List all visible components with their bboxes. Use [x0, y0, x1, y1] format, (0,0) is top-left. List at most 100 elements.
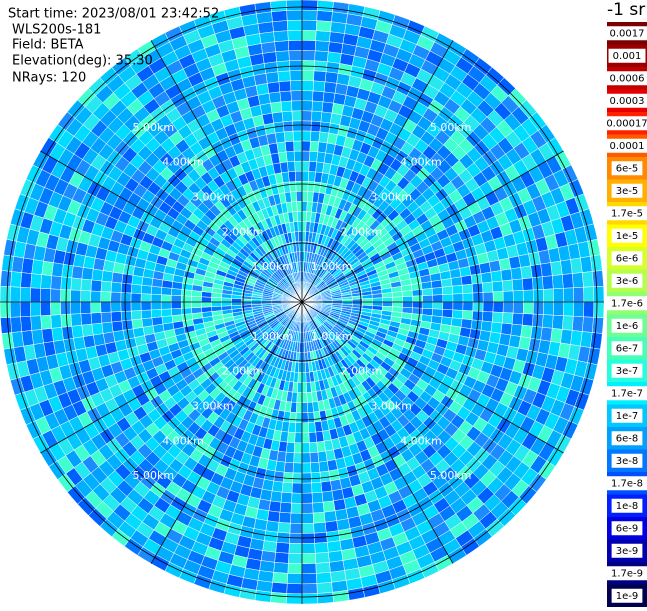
ray-gate	[481, 281, 494, 293]
ray-gate	[10, 316, 22, 333]
ray-gate	[51, 262, 64, 277]
ray-gate	[301, 50, 316, 61]
ray-gate	[301, 382, 307, 393]
ray-gate	[286, 573, 303, 585]
ray-gate	[90, 312, 103, 325]
ray-gate	[460, 274, 473, 286]
ray-gate	[317, 0, 334, 12]
ray-gate	[292, 120, 303, 132]
ray-gate	[301, 211, 307, 222]
ray-gate	[286, 583, 303, 595]
ray-gate	[282, 181, 291, 193]
ray-gate	[290, 512, 303, 524]
ray-gate	[532, 301, 544, 315]
ray-gate	[511, 312, 524, 326]
ray-gate	[292, 211, 299, 223]
ray-gate	[431, 279, 443, 289]
ray-gate	[297, 211, 303, 222]
ray-gate	[318, 460, 330, 473]
ray-gate	[283, 130, 294, 143]
ray-gate	[301, 170, 310, 182]
ray-gate	[314, 421, 323, 433]
ray-gate	[296, 392, 303, 403]
ray-gate	[171, 314, 183, 323]
ray-gate	[20, 272, 32, 289]
ray-gate	[288, 553, 303, 564]
ray-gate	[451, 284, 464, 295]
ray-gate	[293, 140, 303, 152]
ray-gate	[480, 271, 493, 284]
ray-gate	[285, 593, 303, 605]
ray-gate	[289, 181, 297, 193]
ray-gate	[301, 402, 309, 413]
range-label: 4.00km	[162, 434, 204, 447]
ray-gate	[301, 40, 316, 51]
ray-gate	[308, 431, 317, 443]
range-label: 2.00km	[222, 225, 264, 238]
ray-gate	[301, 502, 314, 514]
ray-gate	[315, 572, 332, 584]
ray-gate	[330, 478, 343, 492]
ray-gate	[314, 50, 329, 62]
ray-gate	[19, 286, 31, 303]
ray-gate	[268, 91, 282, 104]
ray-gate	[110, 301, 122, 313]
ray-gate	[309, 140, 320, 153]
ray-gate	[80, 312, 93, 326]
ray-gate	[281, 110, 293, 123]
ray-gate	[280, 491, 293, 504]
colorbar-label: 3e-7	[616, 366, 639, 377]
ray-gate	[0, 270, 12, 287]
ray-gate	[50, 314, 62, 329]
ray-gate	[160, 294, 172, 303]
ray-gate	[80, 290, 92, 303]
ray-gate	[501, 279, 514, 292]
ray-gate	[313, 522, 327, 534]
ray-gate	[301, 201, 308, 212]
ray-gate	[301, 19, 318, 31]
ray-gate	[322, 500, 336, 513]
colorbar-label: 6e-5	[616, 163, 639, 174]
ray-gate	[284, 451, 295, 464]
ray-gate	[462, 292, 474, 303]
ray-gate	[411, 289, 423, 297]
ray-gate	[392, 296, 403, 303]
ray-gate	[211, 297, 222, 303]
ray-gate	[60, 289, 72, 303]
ray-gate	[320, 480, 333, 493]
ray-gate	[30, 273, 42, 289]
colorbar-label: 0.0003	[610, 96, 645, 107]
ray-gate	[0, 285, 11, 303]
colorbar-label: 6e-8	[616, 433, 639, 444]
ray-gate	[289, 70, 303, 82]
ray-gate	[452, 301, 464, 311]
ray-gate	[276, 141, 287, 154]
ray-gate	[472, 292, 484, 303]
ray-gate	[100, 280, 113, 293]
ray-gate	[563, 287, 575, 303]
ray-gate	[501, 312, 514, 325]
ray-gate	[314, 542, 329, 554]
ray-gate	[441, 285, 454, 295]
ray-gate	[316, 440, 326, 453]
range-label: 3.00km	[370, 400, 412, 413]
ray-gate	[293, 221, 299, 233]
ray-gate	[130, 301, 142, 312]
ray-gate	[90, 279, 103, 292]
ray-gate	[301, 100, 313, 112]
ray-gate	[288, 543, 303, 554]
ray-gate	[161, 315, 173, 325]
ray-gate	[321, 101, 334, 114]
ray-gate	[101, 270, 114, 283]
ray-gate	[310, 461, 321, 474]
ray-gate	[272, 20, 289, 32]
ray-gate	[490, 270, 503, 283]
ray-gate	[431, 308, 443, 317]
ray-gate	[51, 327, 64, 342]
colorbar-label: 6e-9	[616, 523, 639, 534]
ray-gate	[110, 291, 122, 303]
ray-gate	[301, 512, 314, 524]
ray-gate	[329, 560, 345, 573]
ray-gate	[50, 275, 62, 290]
ray-gate	[522, 301, 534, 315]
